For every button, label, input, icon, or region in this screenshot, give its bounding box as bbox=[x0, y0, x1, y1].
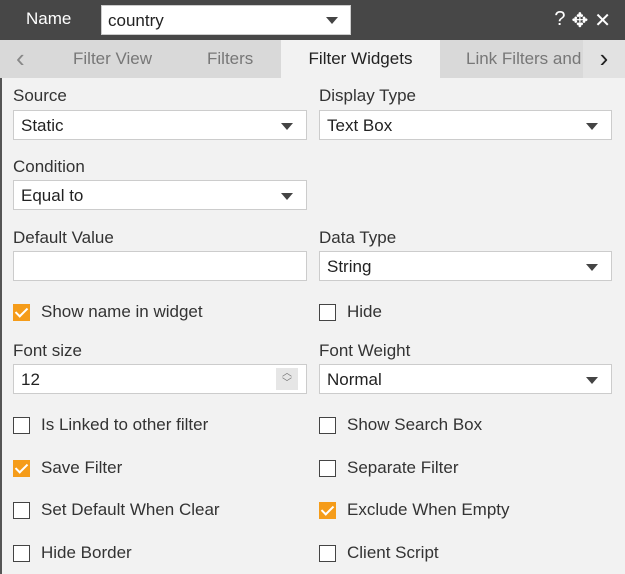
font-weight-label: Font Weight bbox=[319, 341, 411, 360]
checkbox-label: Is Linked to other filter bbox=[41, 415, 209, 434]
default-value-input[interactable] bbox=[13, 251, 307, 281]
checkbox-label: Show name in widget bbox=[41, 302, 203, 321]
show-name-checkbox[interactable]: Show name in widget bbox=[13, 302, 203, 322]
data-type-value: String bbox=[327, 257, 372, 276]
hide-border-checkbox[interactable]: Hide Border bbox=[13, 543, 132, 563]
font-size-label: Font size bbox=[13, 341, 82, 360]
tab-filter-widgets[interactable]: Filter Widgets bbox=[281, 40, 440, 78]
chevron-right-icon[interactable]: › bbox=[583, 40, 625, 78]
chevron-down-icon bbox=[326, 17, 338, 24]
checkbox-icon[interactable] bbox=[319, 501, 336, 519]
name-label: Name bbox=[26, 9, 72, 28]
help-icon[interactable]: ? bbox=[554, 8, 566, 30]
chevron-left-icon[interactable]: ‹ bbox=[16, 43, 25, 73]
checkbox-label: Hide Border bbox=[41, 543, 132, 562]
font-weight-select[interactable]: Normal bbox=[319, 364, 612, 394]
checkbox-label: Save Filter bbox=[41, 458, 123, 477]
chevron-down-icon bbox=[586, 264, 598, 271]
checkbox-icon[interactable] bbox=[13, 303, 30, 321]
checkbox-icon[interactable] bbox=[319, 544, 336, 562]
exclude-when-empty-checkbox[interactable]: Exclude When Empty bbox=[319, 500, 510, 520]
checkbox-label: Show Search Box bbox=[347, 415, 483, 434]
data-type-select[interactable]: String bbox=[319, 251, 612, 281]
tab-filter-view[interactable]: Filter View bbox=[73, 49, 153, 68]
checkbox-icon[interactable] bbox=[319, 459, 336, 477]
display-type-label: Display Type bbox=[319, 86, 417, 105]
checkbox-icon[interactable] bbox=[13, 501, 30, 519]
checkbox-icon[interactable] bbox=[319, 303, 336, 321]
tab-bar: ‹ Filter View Filters Filter Widgets Lin… bbox=[0, 40, 625, 78]
is-linked-checkbox[interactable]: Is Linked to other filter bbox=[13, 415, 208, 435]
name-select[interactable]: country bbox=[101, 5, 351, 35]
hide-checkbox[interactable]: Hide bbox=[319, 302, 382, 322]
condition-value: Equal to bbox=[21, 186, 84, 205]
checkbox-label: Hide bbox=[347, 302, 382, 321]
checkbox-label: Exclude When Empty bbox=[347, 500, 510, 519]
checkbox-icon[interactable] bbox=[13, 416, 30, 434]
condition-label: Condition bbox=[13, 157, 85, 176]
checkbox-label: Client Script bbox=[347, 543, 439, 562]
font-size-value: 12 bbox=[21, 370, 40, 389]
panel-border bbox=[0, 78, 2, 574]
data-type-label: Data Type bbox=[319, 228, 397, 247]
source-value: Static bbox=[21, 116, 64, 135]
name-value: country bbox=[108, 11, 164, 30]
set-default-checkbox[interactable]: Set Default When Clear bbox=[13, 500, 220, 520]
font-weight-value: Normal bbox=[327, 370, 382, 389]
checkbox-label: Set Default When Clear bbox=[41, 500, 220, 519]
tab-link-filters[interactable]: Link Filters and bbox=[466, 49, 582, 68]
display-type-select[interactable]: Text Box bbox=[319, 110, 612, 140]
checkbox-icon[interactable] bbox=[13, 459, 30, 477]
checkbox-icon[interactable] bbox=[319, 416, 336, 434]
font-size-input[interactable]: 12 ︿ ﹀ bbox=[13, 364, 307, 394]
chevron-down-icon bbox=[281, 123, 293, 130]
source-label: Source bbox=[13, 86, 67, 105]
header: Name country ? ✥ ✕ bbox=[0, 0, 625, 40]
save-filter-checkbox[interactable]: Save Filter bbox=[13, 458, 122, 478]
chevron-down-icon bbox=[586, 123, 598, 130]
separate-filter-checkbox[interactable]: Separate Filter bbox=[319, 458, 459, 478]
condition-select[interactable]: Equal to bbox=[13, 180, 307, 210]
show-search-box-checkbox[interactable]: Show Search Box bbox=[319, 415, 482, 435]
close-icon[interactable]: ✕ bbox=[594, 10, 611, 32]
chevron-down-icon bbox=[586, 377, 598, 384]
checkbox-icon[interactable] bbox=[13, 544, 30, 562]
display-type-value: Text Box bbox=[327, 116, 393, 135]
default-value-label: Default Value bbox=[13, 228, 114, 247]
spinner-icon[interactable]: ︿ ﹀ bbox=[276, 368, 298, 390]
chevron-down-icon bbox=[281, 193, 293, 200]
move-icon[interactable]: ✥ bbox=[571, 10, 589, 32]
client-script-checkbox[interactable]: Client Script bbox=[319, 543, 439, 563]
source-select[interactable]: Static bbox=[13, 110, 307, 140]
checkbox-label: Separate Filter bbox=[347, 458, 459, 477]
tab-filters[interactable]: Filters bbox=[207, 49, 254, 68]
